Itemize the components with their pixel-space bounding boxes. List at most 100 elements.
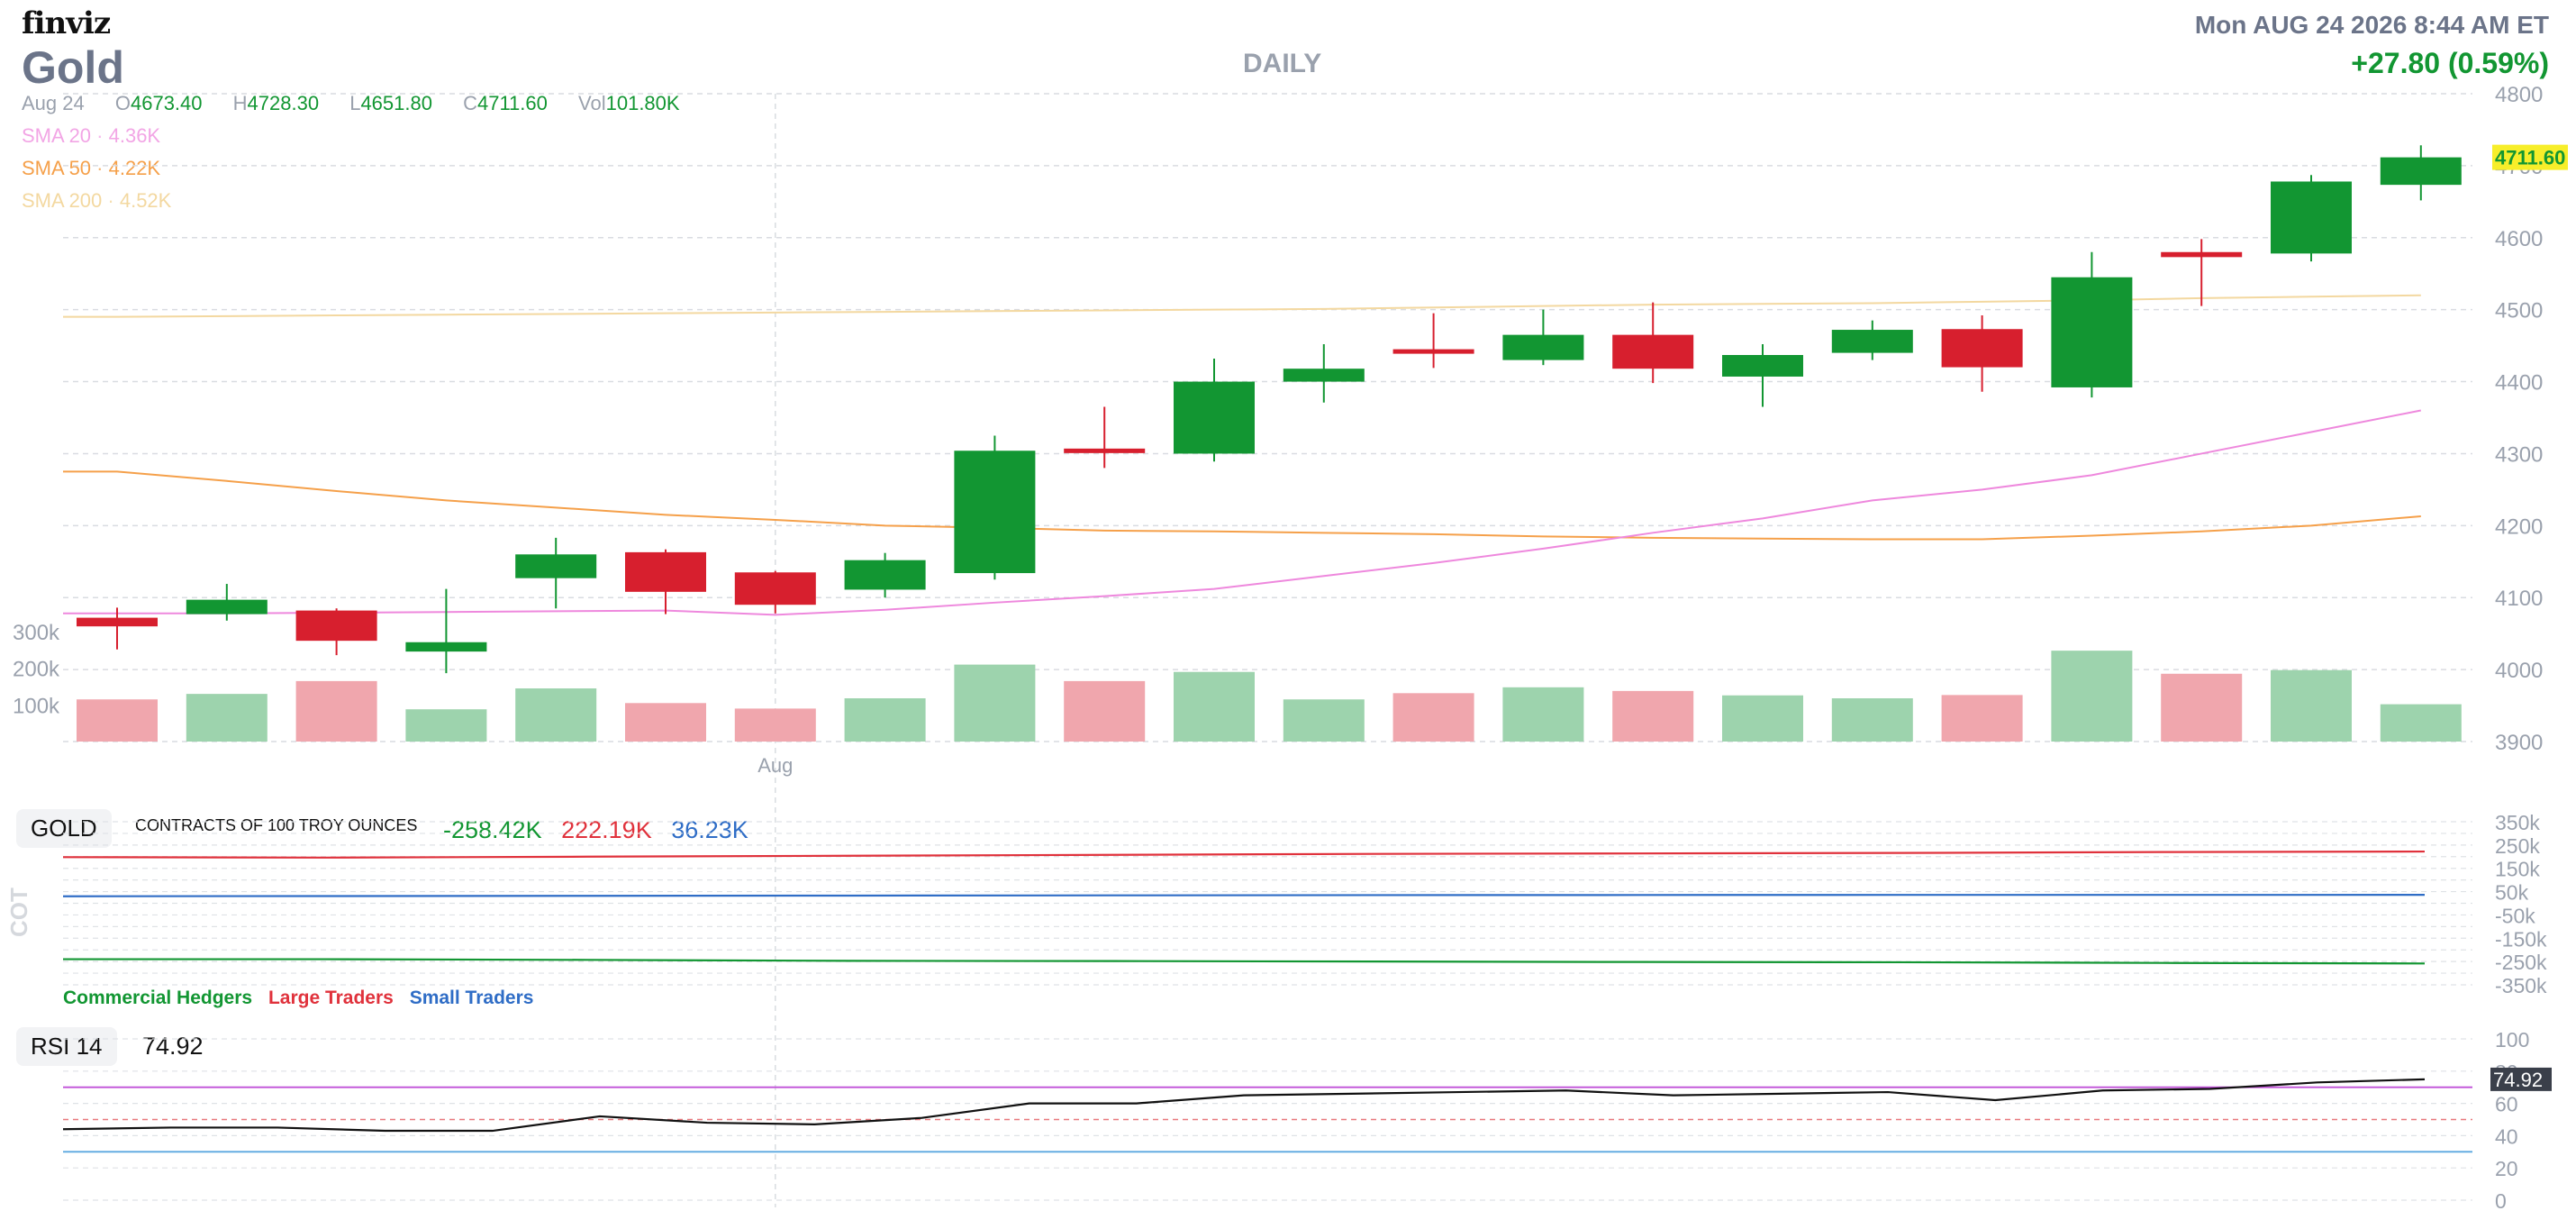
high-value: 4728.30 <box>247 92 320 114</box>
price-axis-tick: 4300 <box>2495 442 2543 467</box>
volume-bar <box>954 664 1036 742</box>
rsi-value-tag-bg <box>2490 1067 2552 1091</box>
candle-body <box>405 642 487 652</box>
volume-bar <box>625 703 706 742</box>
candle-body <box>1392 349 1474 354</box>
sma200-label: SMA 200 <box>22 189 103 212</box>
volume-bar <box>77 699 158 742</box>
legend-commercial: Commercial Hedgers <box>63 988 253 1008</box>
cot-title-badge[interactable]: GOLD <box>16 809 112 848</box>
rsi-axis-tick: 40 <box>2495 1124 2518 1148</box>
cot-axis-tick: 350k <box>2495 811 2540 834</box>
datetime-label: Mon AUG 24 2026 8:44 AM ET <box>2194 11 2549 39</box>
sma200-legend[interactable]: SMA 200 · 4.52K <box>22 189 172 212</box>
last-price-tag-bg <box>2492 144 2568 170</box>
volume-bar <box>734 708 816 742</box>
rsi-line <box>62 1078 2426 1133</box>
volume-bar <box>405 709 487 742</box>
price-axis-tick: 4400 <box>2495 371 2543 396</box>
cot-axis-tick: -150k <box>2495 927 2547 951</box>
candle-body <box>1174 381 1255 454</box>
candle-body <box>1941 329 2023 368</box>
volume-bar <box>1502 687 1584 742</box>
cot-large-value: 222.19K <box>561 816 652 843</box>
low-value: 4651.80 <box>360 92 432 114</box>
sma200-line <box>63 294 2421 318</box>
volume-bar <box>295 680 377 742</box>
candle-body <box>2271 181 2352 254</box>
rsi-title-badge[interactable]: RSI 14 <box>16 1027 117 1066</box>
cot-axis-tick: 150k <box>2495 858 2540 881</box>
open-value: 4673.40 <box>130 92 203 114</box>
cot-small-value: 36.23K <box>671 816 748 843</box>
volume-bar <box>2380 704 2462 742</box>
volume-bar <box>844 698 926 742</box>
symbol-title: Gold <box>22 42 124 93</box>
cot-contracts-note: CONTRACTS OF 100 TROY OUNCES <box>135 816 418 834</box>
ohlc-date: Aug 24 <box>22 92 85 114</box>
x-axis-tick: Aug <box>757 754 793 777</box>
cot-large-line <box>62 850 2426 859</box>
legend-small: Small Traders <box>409 988 534 1008</box>
rsi-axis-tick: 20 <box>2495 1157 2518 1180</box>
volume-bar <box>1831 698 1913 742</box>
price-axis-tick: 4800 <box>2495 83 2543 107</box>
price-change: +27.80 (0.59%) <box>2351 47 2549 79</box>
candle-body <box>295 610 377 642</box>
candle-body <box>625 551 706 592</box>
volume-bar <box>1612 690 1694 742</box>
sma50-line <box>63 470 2421 541</box>
candle-body <box>77 617 158 627</box>
legend-large: Large Traders <box>268 988 394 1008</box>
sma20-legend[interactable]: SMA 20 · 4.36K <box>22 124 161 147</box>
price-axis-tick: 3900 <box>2495 731 2543 755</box>
rsi-axis-tick: 0 <box>2495 1189 2507 1213</box>
close-value: 4711.60 <box>476 92 548 114</box>
candle-body <box>734 572 816 605</box>
sma20-value: 4.36K <box>108 124 161 147</box>
cot-axis-tick: 250k <box>2495 834 2540 858</box>
volume-bar <box>1722 695 1803 742</box>
finviz-logo[interactable]: finviz <box>22 5 111 41</box>
candle-body <box>1064 448 1146 453</box>
open-key: O <box>114 92 131 114</box>
candle-body <box>1502 334 1584 360</box>
last-price-tag: 4711.60 <box>2495 147 2565 169</box>
volume-bar <box>2161 673 2243 742</box>
cot-axis-tick: -50k <box>2495 904 2535 927</box>
vol-key: Vol <box>578 92 606 114</box>
rsi-axis-tick: 100 <box>2495 1028 2529 1051</box>
rsi-value-tag: 74.92 <box>2493 1069 2543 1091</box>
candle-body <box>2051 277 2133 387</box>
cot-axis-tick: 50k <box>2495 881 2529 905</box>
rsi-value: 74.92 <box>142 1033 204 1060</box>
price-axis-tick: 4100 <box>2495 587 2543 611</box>
volume-bar <box>1064 680 1146 742</box>
sma200-value: 4.52K <box>119 189 172 212</box>
candle-body <box>186 599 268 614</box>
candle-body <box>2161 251 2243 258</box>
candle-body <box>1831 330 1913 353</box>
candle-body <box>1612 334 1694 369</box>
price-axis-tick: 4200 <box>2495 514 2543 539</box>
cot-axis-tick: -250k <box>2495 951 2547 974</box>
candle-body <box>1283 369 1365 382</box>
candle-body <box>844 560 926 590</box>
volume-bar <box>2051 651 2133 742</box>
price-axis-tick: 4500 <box>2495 299 2543 323</box>
price-axis-tick: 4600 <box>2495 227 2543 251</box>
sma50-label: SMA 50 <box>22 157 92 179</box>
close-key: C <box>463 92 477 114</box>
volume-axis-tick: 200k <box>13 658 60 682</box>
volume-bar <box>1283 699 1365 742</box>
candle-body <box>954 451 1036 574</box>
low-key: L <box>349 92 361 114</box>
cot-commercial-line <box>63 958 2426 965</box>
sma50-value: 4.22K <box>108 157 161 179</box>
volume-bar <box>515 688 597 742</box>
cot-axis-tick: -350k <box>2495 974 2547 997</box>
sma50-legend[interactable]: SMA 50 · 4.22K <box>22 157 161 179</box>
ohlc-readout: Aug 24 O4673.40 H4728.30 L4651.80 C4711.… <box>22 92 680 115</box>
sma20-line <box>63 409 2421 616</box>
